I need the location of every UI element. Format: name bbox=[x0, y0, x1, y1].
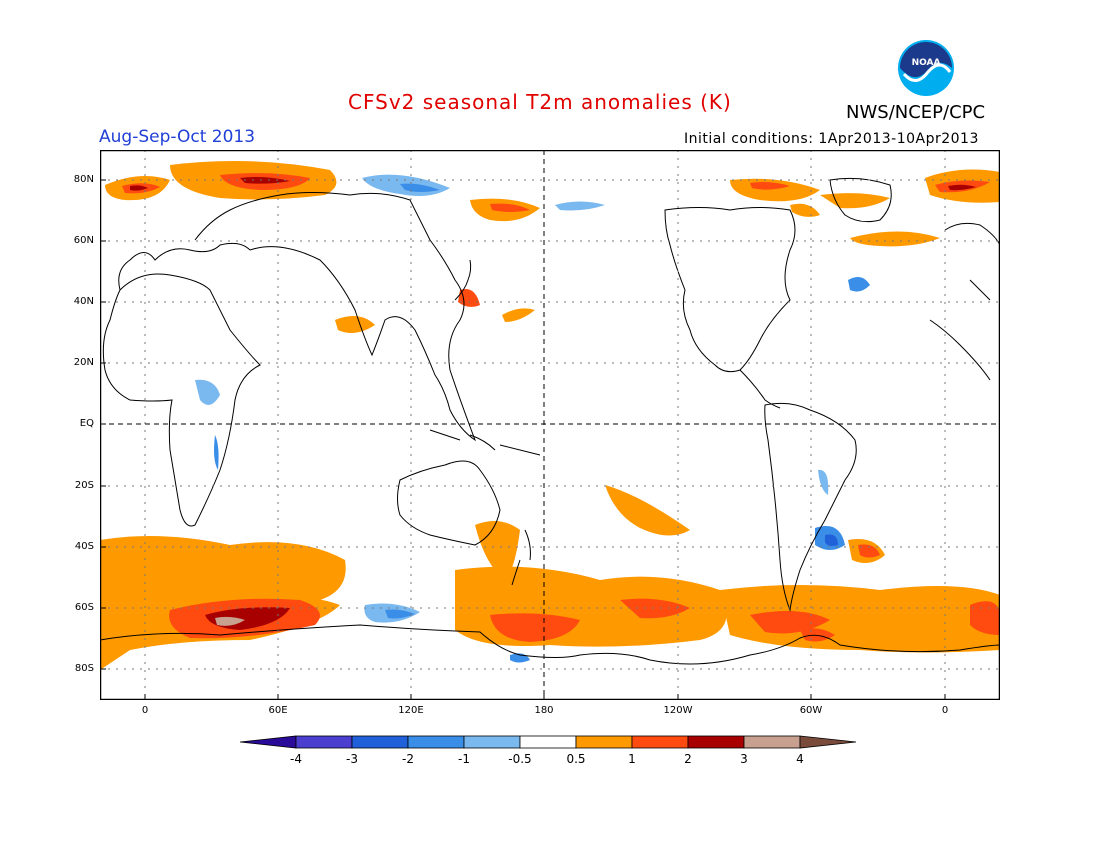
graticule bbox=[100, 150, 1000, 700]
australia-coastline bbox=[397, 460, 501, 546]
colorbar-cell bbox=[351, 735, 409, 749]
warm-anomaly-region bbox=[130, 185, 148, 191]
cool-anomaly-region bbox=[214, 435, 219, 470]
lat-tick-label: 20N bbox=[73, 357, 94, 368]
lon-tick-label: 120E bbox=[398, 705, 424, 716]
africa-coastline bbox=[102, 273, 261, 527]
warm-anomaly-region bbox=[620, 598, 690, 619]
chart-title: CFSv2 seasonal T2m anomalies (K) bbox=[348, 90, 732, 114]
lon-tick-label: 180 bbox=[534, 705, 554, 716]
warm-anomaly-region bbox=[858, 544, 880, 558]
south-america-coastline bbox=[764, 402, 857, 612]
logo-text: NOAA bbox=[912, 58, 941, 68]
warm-anomaly-region bbox=[335, 316, 375, 334]
colorbar-cell bbox=[687, 735, 745, 749]
warm-anomaly-region bbox=[948, 184, 976, 191]
agency-label: NWS/NCEP/CPC bbox=[846, 102, 986, 123]
anomaly-fill-layer bbox=[100, 161, 1000, 670]
colorbar-cell bbox=[407, 735, 465, 749]
central-america-coastline bbox=[739, 369, 781, 409]
lat-tick-label: 60N bbox=[73, 235, 94, 246]
europe-coastline bbox=[118, 242, 251, 291]
reference-lines bbox=[100, 150, 1000, 700]
lat-tick-label: 40N bbox=[73, 296, 94, 307]
period-label: Aug-Sep-Oct 2013 bbox=[99, 127, 256, 147]
warm-anomaly-region bbox=[720, 585, 1000, 653]
cool-anomaly-region bbox=[400, 183, 440, 192]
cool-anomaly-region bbox=[555, 201, 605, 211]
warm-anomaly-region bbox=[475, 521, 520, 580]
greenland-coastline bbox=[829, 177, 892, 223]
colorbar-cell bbox=[631, 735, 689, 749]
warm-anomaly-region bbox=[490, 203, 530, 212]
warm-anomaly-region bbox=[970, 601, 1000, 635]
colorbar-tick-label: 0.5 bbox=[566, 752, 586, 766]
warm-anomaly-region bbox=[490, 613, 580, 642]
colorbar-cell bbox=[295, 735, 353, 749]
colorbar bbox=[240, 735, 857, 749]
lon-tick-label: 60W bbox=[799, 705, 823, 716]
colorbar-tick-label: -3 bbox=[346, 752, 358, 766]
warm-anomaly-region bbox=[850, 231, 940, 247]
lat-tick-label: 20S bbox=[74, 480, 94, 491]
colorbar-tick-label: -1 bbox=[458, 752, 470, 766]
warm-anomaly-region bbox=[215, 616, 245, 626]
cool-anomaly-region bbox=[848, 276, 870, 292]
lon-tick-label: 0 bbox=[941, 705, 949, 716]
warm-anomaly-region bbox=[605, 485, 690, 536]
colorbar-min-triangle bbox=[240, 735, 297, 749]
lat-tick-label: EQ bbox=[79, 418, 94, 429]
colorbar-cell bbox=[463, 735, 521, 749]
new-zealand-coastline bbox=[511, 529, 531, 586]
indonesia-coastline bbox=[429, 429, 541, 456]
asia-coastline bbox=[194, 192, 477, 442]
lat-tick-label: 40S bbox=[74, 541, 94, 552]
map-frame bbox=[100, 150, 1000, 700]
colorbar-max-triangle bbox=[799, 735, 857, 749]
cool-anomaly-region bbox=[818, 469, 829, 495]
anomaly-map bbox=[100, 150, 1000, 700]
colorbar-tick-label: -0.5 bbox=[508, 752, 532, 766]
tick-marks bbox=[100, 179, 946, 700]
cool-anomaly-region bbox=[195, 379, 220, 405]
warm-anomaly-region bbox=[790, 203, 820, 217]
antarctica-coastline bbox=[100, 624, 1000, 665]
colorbar-tick-label: -2 bbox=[402, 752, 414, 766]
colorbar-cell bbox=[743, 735, 801, 749]
initial-conditions-label: Initial conditions: 1Apr2013-10Apr2013 bbox=[684, 131, 979, 147]
lat-tick-label: 80N bbox=[73, 174, 94, 185]
coastline-layer bbox=[100, 177, 1000, 665]
colorbar-cell bbox=[519, 735, 577, 749]
lon-tick-label: 60E bbox=[268, 705, 288, 716]
north-america-coastline bbox=[664, 207, 796, 373]
lat-tick-label: 60S bbox=[74, 602, 94, 613]
colorbar-tick-label: 1 bbox=[628, 752, 636, 766]
warm-anomaly-region bbox=[502, 308, 535, 322]
warm-anomaly-region bbox=[750, 611, 830, 634]
warm-anomaly-region bbox=[750, 182, 790, 190]
lat-tick-label: 80S bbox=[74, 663, 94, 674]
warm-anomaly-region bbox=[820, 193, 890, 209]
colorbar-tick-label: 2 bbox=[684, 752, 692, 766]
colorbar-tick-label: -4 bbox=[290, 752, 302, 766]
noaa-logo-icon: NOAA bbox=[898, 40, 954, 96]
colorbar-tick-label: 4 bbox=[796, 752, 804, 766]
warm-anomaly-region bbox=[730, 178, 820, 202]
cool-anomaly-region bbox=[385, 609, 415, 619]
japan-coastline bbox=[454, 259, 472, 301]
lon-tick-label: 0 bbox=[141, 705, 149, 716]
colorbar-tick-label: 3 bbox=[740, 752, 748, 766]
lon-tick-label: 120W bbox=[663, 705, 693, 716]
western-europe-coastline bbox=[929, 222, 1000, 381]
colorbar-cell bbox=[575, 735, 633, 749]
cool-anomaly-region bbox=[825, 534, 838, 546]
